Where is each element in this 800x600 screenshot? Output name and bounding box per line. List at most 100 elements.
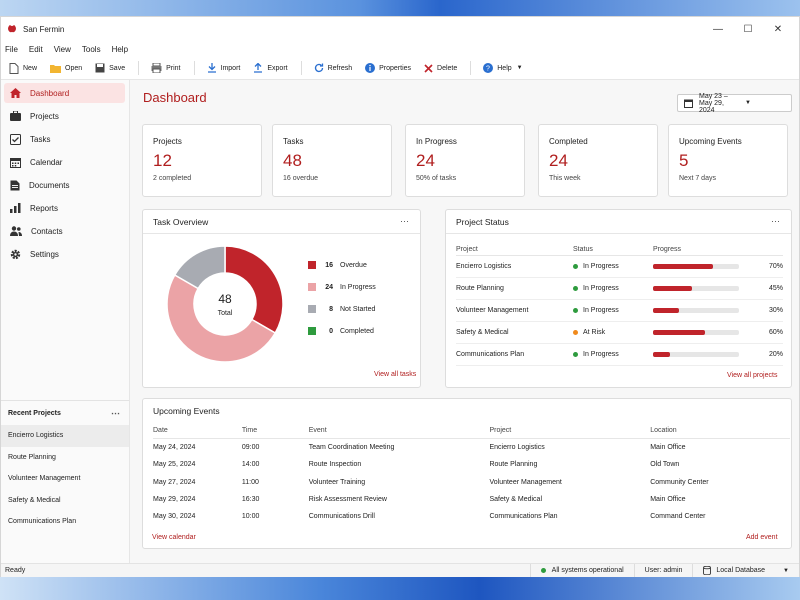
legend-item-completed: 0 Completed — [308, 327, 374, 335]
export-button[interactable]: Export — [253, 63, 288, 73]
project-status: In Progress — [573, 307, 653, 314]
sidebar-item-reports[interactable]: Reports — [4, 198, 125, 218]
event-date: May 30, 2024 — [153, 513, 196, 521]
app-body: Dashboard Projects Tasks Calendar Docume… — [1, 80, 799, 563]
table-row[interactable]: Route Planning In Progress 45% — [456, 278, 783, 300]
event-name: Volunteer Training — [308, 478, 366, 486]
delete-button[interactable]: Delete — [424, 63, 457, 73]
status-text: In Progress — [583, 285, 619, 292]
title-bar: San Fermin — ☐ ✕ — [1, 17, 799, 41]
help-button[interactable]: ? Help ▼ — [483, 63, 523, 73]
stat-card-tasks[interactable]: Tasks 48 16 overdue — [272, 124, 392, 197]
progress-track — [653, 330, 739, 335]
sidebar-item-dashboard[interactable]: Dashboard — [4, 83, 125, 103]
status-ready: Ready — [5, 567, 26, 574]
refresh-icon — [314, 63, 323, 73]
export-button-label: Export — [267, 64, 288, 72]
add-event-link[interactable]: Add event — [746, 534, 778, 541]
event-name: Risk Assessment Review — [308, 496, 387, 504]
view-calendar-link[interactable]: View calendar — [152, 534, 196, 541]
close-button[interactable]: ✕ — [773, 23, 783, 35]
sidebar-item-calendar[interactable]: Calendar — [4, 152, 125, 172]
menu-tools[interactable]: Tools — [81, 44, 101, 54]
window-title: San Fermin — [23, 24, 65, 34]
sidebar-item-tasks[interactable]: Tasks — [4, 129, 125, 149]
sidebar-item-contacts[interactable]: Contacts — [4, 221, 125, 241]
legend-count: 0 — [329, 327, 333, 335]
progress-track — [653, 286, 739, 291]
chevron-down-icon: ▼ — [745, 100, 751, 106]
table-row[interactable]: May 29, 2024 16:30 Risk Assessment Review S… — [153, 491, 790, 508]
recent-project-item[interactable]: Communications Plan — [8, 518, 77, 526]
minimize-button[interactable]: — — [713, 23, 723, 35]
more-options-icon[interactable]: ⋯ — [400, 216, 410, 226]
table-row[interactable]: Encierro Logistics In Progress 70% — [456, 256, 783, 278]
table-row[interactable]: Volunteer Management In Progress 30% — [456, 300, 783, 322]
maximize-button[interactable]: ☐ — [743, 23, 753, 35]
status-text: In Progress — [583, 351, 619, 358]
column-header-time: Time — [241, 427, 258, 434]
printer-icon — [151, 63, 162, 73]
sidebar-item-settings[interactable]: Settings — [4, 244, 125, 264]
date-range-picker[interactable]: May 23 – May 29, 2024 ▼ — [677, 93, 792, 114]
event-date: May 29, 2024 — [153, 496, 196, 504]
event-time: 09:00 — [241, 444, 260, 452]
project-name: Encierro Logistics — [456, 263, 512, 270]
donut-total-label: Total — [217, 310, 233, 317]
table-row[interactable]: May 27, 2024 11:00 Volunteer Training Volun… — [153, 474, 790, 491]
new-button[interactable]: New — [9, 62, 37, 74]
recent-project-item[interactable]: Volunteer Management — [8, 475, 81, 483]
legend-count: 8 — [329, 305, 333, 313]
stat-card-projects[interactable]: Projects 12 2 completed — [142, 124, 262, 197]
help-icon: ? — [483, 63, 494, 73]
donut-slice-in-progress — [166, 273, 277, 363]
refresh-button[interactable]: Refresh — [314, 63, 352, 73]
event-project: Route Planning — [489, 461, 538, 469]
chevron-down-icon[interactable]: ▼ — [783, 567, 789, 574]
menu-view[interactable]: View — [53, 44, 71, 54]
menu-help[interactable]: Help — [111, 44, 129, 54]
svg-text:?: ? — [486, 66, 490, 73]
status-systems-text: All systems operational — [551, 567, 624, 574]
status-dot — [573, 264, 578, 269]
recent-project-item[interactable]: Safety & Medical — [8, 496, 61, 504]
menu-edit[interactable]: Edit — [28, 44, 43, 54]
event-location: Community Center — [650, 478, 709, 486]
task-overview-header: Task Overview ⋯ — [143, 210, 420, 234]
sidebar: Dashboard Projects Tasks Calendar Docume… — [1, 80, 130, 563]
more-options-icon[interactable]: ⋯ — [771, 216, 781, 226]
column-header-location: Location — [650, 427, 677, 434]
properties-button[interactable]: Properties — [365, 63, 411, 73]
sidebar-item-projects[interactable]: Projects — [4, 106, 125, 126]
table-row[interactable]: May 30, 2024 10:00 Communications Drill Com… — [153, 508, 790, 525]
view-all-projects-link[interactable]: View all projects — [727, 372, 778, 379]
more-options-icon[interactable]: ⋯ — [111, 407, 121, 418]
recent-project-item[interactable]: Encierro Logistics — [1, 425, 129, 447]
event-location: Old Town — [650, 461, 680, 469]
menu-file[interactable]: File — [5, 44, 18, 54]
import-button[interactable]: Import — [207, 63, 240, 73]
table-row[interactable]: May 25, 2024 14:00 Route Inspection Route P… — [153, 456, 790, 473]
project-status: In Progress — [573, 351, 653, 358]
project-status: At Risk — [573, 329, 653, 336]
stat-card-sub: This week — [549, 175, 581, 182]
print-button[interactable]: Print — [151, 63, 181, 73]
table-row[interactable]: Safety & Medical At Risk 60% — [456, 322, 783, 344]
column-header-project: Project — [456, 246, 478, 253]
home-icon — [10, 88, 21, 98]
progress-fill — [653, 308, 679, 313]
stat-card-completed[interactable]: Completed 24 This week — [538, 124, 658, 197]
table-row[interactable]: Communications Plan In Progress 20% — [456, 344, 783, 366]
table-row[interactable]: May 24, 2024 09:00 Team Coordination Meeti… — [153, 439, 790, 456]
recent-project-item[interactable]: Route Planning — [8, 453, 56, 461]
progress-bar — [653, 264, 753, 269]
stat-card-upcoming-events[interactable]: Upcoming Events 5 Next 7 days — [668, 124, 788, 197]
legend-swatch — [308, 283, 316, 291]
view-all-tasks-link[interactable]: View all tasks — [374, 371, 417, 378]
project-name: Route Planning — [456, 285, 504, 292]
save-button[interactable]: Save — [95, 63, 125, 73]
open-button[interactable]: Open — [50, 64, 82, 73]
sidebar-item-documents[interactable]: Documents — [4, 175, 125, 195]
project-status-header: Project Status ⋯ — [446, 210, 791, 234]
stat-card-in-progress[interactable]: In Progress 24 50% of tasks — [405, 124, 525, 197]
